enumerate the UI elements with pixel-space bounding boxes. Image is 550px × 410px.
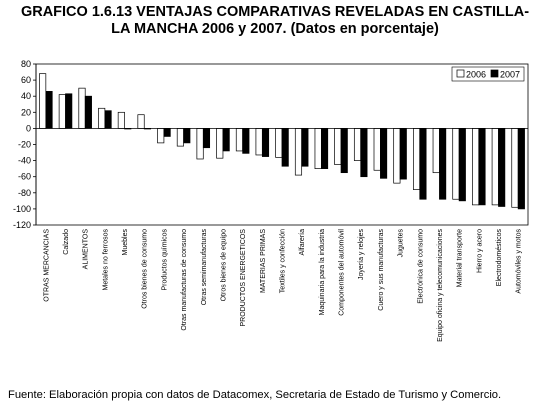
bar-2006-1	[58, 94, 66, 129]
bar-2007-0	[45, 91, 53, 129]
bar-2006-22	[472, 128, 480, 206]
x-category-label: Electrónica de consumo	[417, 229, 424, 304]
y-tick-label: -120	[13, 220, 31, 230]
bar-2007-16	[360, 128, 368, 178]
x-category-label: Muebles	[122, 229, 129, 256]
bar-2006-9	[216, 128, 224, 159]
y-tick-label: -60	[18, 172, 31, 182]
legend-swatch-2007	[490, 69, 499, 78]
x-category-label: Otros bienes de consumo	[142, 229, 149, 309]
legend-box	[451, 66, 525, 82]
bar-2006-13	[294, 128, 303, 176]
bars-layer	[39, 73, 525, 210]
bar-2006-14	[314, 128, 322, 169]
bar-2006-21	[452, 128, 460, 200]
bar-2006-11	[255, 128, 263, 156]
bar-2006-4	[117, 111, 125, 129]
bar-2006-3	[98, 107, 106, 129]
x-category-label: Otros bienes de equipo	[220, 229, 227, 301]
bar-2007-19	[419, 128, 427, 200]
bar-2007-11	[261, 128, 270, 157]
x-category-label: Hierro y acero	[476, 229, 483, 273]
bar-2007-23	[498, 128, 506, 207]
bar-2007-6	[163, 128, 171, 137]
x-category-label: Metales no ferrosos	[102, 229, 109, 291]
x-category-label: MATERIAS PRIMAS	[260, 229, 267, 293]
y-axis-ticks: 80 60 40 20 0 -20 -40 -60 -80 -100 -120	[13, 59, 36, 230]
bar-2007-18	[399, 128, 407, 180]
bar-2006-8	[196, 128, 204, 160]
bar-2007-22	[478, 128, 486, 206]
x-category-label: Calzado	[63, 229, 70, 255]
bar-2007-7	[183, 128, 191, 144]
bar-2006-17	[373, 128, 381, 171]
x-category-label: Alfarería	[299, 229, 306, 256]
source-note: Fuente: Elaboración propia con datos de …	[8, 389, 502, 401]
x-category-label: ALIMENTOS	[83, 229, 90, 270]
chart-title: GRAFICO 1.6.13 VENTAJAS COMPARATIVAS REV…	[20, 4, 530, 37]
x-category-label: Joyería y relojes	[358, 229, 365, 280]
bar-2006-10	[235, 128, 243, 152]
bar-2006-16	[353, 128, 362, 161]
y-tick-label: 20	[21, 107, 31, 117]
bar-2007-3	[104, 110, 112, 129]
bar-2006-20	[432, 128, 440, 174]
bar-chart: 80 60 40 20 0 -20 -40 -60 -80 -100 -120 OTRAS MERC…	[13, 59, 529, 342]
bar-2006-6	[157, 128, 165, 144]
x-category-label: Juguetes	[398, 229, 405, 258]
bar-2006-12	[275, 128, 283, 158]
x-category-label: Otras manufacturas de consumo	[181, 229, 188, 331]
bar-2006-0	[39, 73, 47, 129]
x-category-label: Textiles y confección	[280, 229, 287, 293]
x-category-label: Productos químicos	[161, 229, 168, 291]
legend-swatch-2006	[456, 69, 465, 78]
bar-2006-24	[511, 128, 519, 208]
y-tick-label: -100	[13, 204, 31, 214]
x-category-label: PRODUCTOS ENERGETICOS	[240, 229, 247, 327]
x-category-label: OTRAS MERCANCIAS	[43, 229, 50, 302]
x-axis-labels: OTRAS MERCANCIAS Calzado ALIMENTOS Metales …	[43, 229, 522, 342]
x-category-label: Componentes del automóvil	[339, 229, 346, 316]
y-tick-label: -20	[18, 140, 31, 150]
bar-2007-17	[380, 128, 388, 179]
y-tick-label: -40	[18, 156, 31, 166]
x-category-label: Electrodomésticos	[496, 229, 503, 287]
bar-2006-18	[393, 128, 401, 184]
bar-2007-21	[458, 128, 466, 202]
y-tick-label: 40	[21, 91, 31, 101]
x-category-label: Maquinaria para la industria	[319, 229, 326, 315]
bar-2007-2	[84, 95, 92, 129]
x-category-label: Automóviles y motos	[516, 229, 523, 294]
x-category-label: Cuero y sus manufacturas	[378, 229, 385, 311]
legend: 2006 2007	[451, 66, 525, 82]
bar-2007-10	[242, 128, 250, 154]
bar-2006-7	[176, 128, 184, 147]
bar-2007-13	[301, 128, 309, 167]
bar-2006-5	[137, 114, 145, 129]
bar-2007-20	[439, 128, 447, 200]
bar-2007-8	[202, 128, 211, 149]
y-tick-label: 80	[21, 59, 31, 69]
bar-2007-12	[281, 128, 289, 167]
bar-2006-2	[78, 87, 86, 129]
bar-2007-24	[517, 128, 525, 210]
x-category-label: Material transporte	[457, 229, 464, 287]
bar-2007-1	[65, 93, 73, 129]
x-category-label: Otras semimanufacturas	[201, 229, 208, 306]
y-tick-label: -80	[18, 188, 31, 198]
x-category-label: Equipo oficina y telecomunicaciones	[437, 229, 444, 342]
bar-2006-15	[334, 128, 342, 165]
bar-2007-15	[340, 128, 348, 174]
y-tick-label: 60	[21, 75, 31, 85]
y-tick-label: 0	[26, 123, 31, 133]
bar-2007-9	[222, 128, 230, 152]
legend-label-2007: 2007	[500, 70, 520, 80]
bar-2007-14	[321, 128, 329, 169]
bar-2006-23	[491, 128, 499, 206]
legend-label-2006: 2006	[466, 70, 486, 80]
bar-2006-19	[413, 128, 421, 190]
